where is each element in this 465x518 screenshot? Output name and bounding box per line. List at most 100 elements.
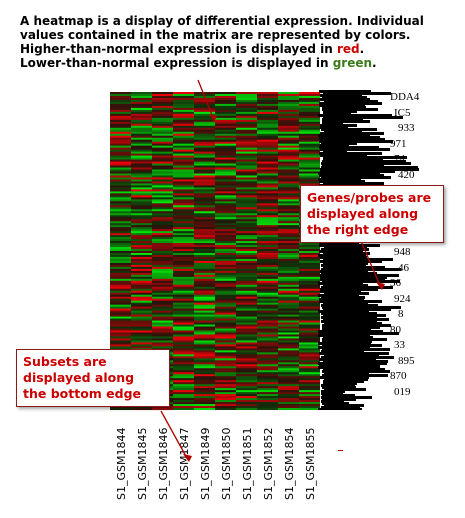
heatmap-cell [110,113,132,117]
heatmap-cell [236,396,258,399]
heatmap-cell [215,215,237,218]
heatmap-cell [173,175,195,178]
heatmap-cell [299,356,320,359]
heatmap-cell [152,113,174,117]
gene-label-smear [320,124,357,127]
heatmap-cell [131,274,153,278]
heatmap-cell [257,147,279,150]
heatmap-cell [131,324,153,327]
heatmap-cell [131,157,153,160]
heatmap-cell [278,308,300,311]
heatmap-cell [299,254,320,258]
heatmap-cell [110,223,132,226]
heatmap-cell [110,97,132,101]
heatmap-cell [173,344,195,347]
heatmap-cell [215,245,237,248]
heatmap-cell [257,145,279,148]
heatmap-cell [194,121,216,125]
heatmap-cell [299,370,320,373]
heatmap-cell [152,97,174,101]
heatmap-cell [110,346,132,349]
heatmap-cell [194,382,216,385]
heatmap-cell [194,386,216,389]
heatmap-cell [278,117,300,121]
heatmap-cell [131,254,153,258]
gene-label-smear [320,126,348,129]
heatmap-cell [236,390,258,393]
heatmap-cell [215,147,237,150]
heatmap-cell [257,243,279,246]
gene-label: 924 [394,292,411,305]
gene-label-smear [321,128,377,131]
heatmap-cell [131,340,153,343]
heatmap-cell [215,356,237,359]
heatmap-cell [257,99,279,103]
heatmap-cell [194,141,216,144]
heatmap-cell [152,121,174,125]
heatmap-cell [215,396,237,399]
heatmap-cell [194,175,216,178]
heatmap-cell [299,113,320,117]
heatmap-cell [110,211,132,214]
heatmap-cell [173,370,195,373]
gene-label-smear [321,296,365,299]
heatmap-cell [257,247,279,250]
heatmap-cell [173,195,195,198]
heatmap-cell [194,251,216,254]
heatmap-cell [299,258,320,262]
heatmap-cell [173,217,195,220]
gene-label-smear [322,338,387,341]
heatmap-cell [257,388,279,391]
heatmap-cell [236,251,258,254]
heatmap-cell [215,374,237,377]
heatmap-cell [257,312,279,315]
heatmap-cell [215,207,237,210]
gene-label-smear [323,258,393,261]
heatmap-cell [236,165,258,168]
heatmap-cell [110,318,132,321]
gene-label-smear [320,144,349,147]
heatmap-cell [173,252,195,256]
heatmap-cell [152,306,174,309]
heatmap-cell [278,274,300,278]
heatmap-cell [131,266,153,270]
heatmap-cell [173,310,195,313]
gene-label-smear [322,118,363,121]
heatmap-cell [152,151,174,154]
heatmap-cell [131,284,153,288]
heatmap-cell [173,231,195,234]
gene-label-smear [319,352,389,355]
heatmap-cell [173,245,195,248]
heatmap-cell [173,139,195,142]
heatmap-cell [194,266,216,270]
heatmap-cell [110,161,132,164]
heatmap-cell [278,199,300,202]
heatmap-cell [215,340,237,343]
heatmap-cell [152,193,174,196]
heatmap-cell [152,137,174,140]
heatmap-cell [299,167,320,170]
heatmap-cell [278,332,300,335]
heatmap-cell [194,400,216,403]
subsets-callout-line-3: the bottom edge [23,386,142,401]
heatmap-cell [173,137,195,140]
heatmap-cell [110,258,132,262]
heatmap-cell [110,288,132,292]
heatmap-cell [257,149,279,152]
gene-label-smear [323,336,373,339]
heatmap-cell [173,290,195,294]
intro-line-1: A heatmap is a display of differential e… [20,14,424,28]
heatmap-cell [194,109,216,113]
heatmap-cell [131,133,153,137]
heatmap-cell [173,274,195,278]
heatmap-cell [131,115,153,119]
heatmap-cell [299,296,320,299]
heatmap-cell [278,366,300,369]
heatmap-cell [110,302,132,305]
heatmap-cell [299,131,320,135]
heatmap-cell [173,254,195,258]
heatmap-cell [131,296,153,299]
heatmap-cell [299,364,320,367]
heatmap-cell [173,235,195,238]
heatmap-cell [257,396,279,399]
